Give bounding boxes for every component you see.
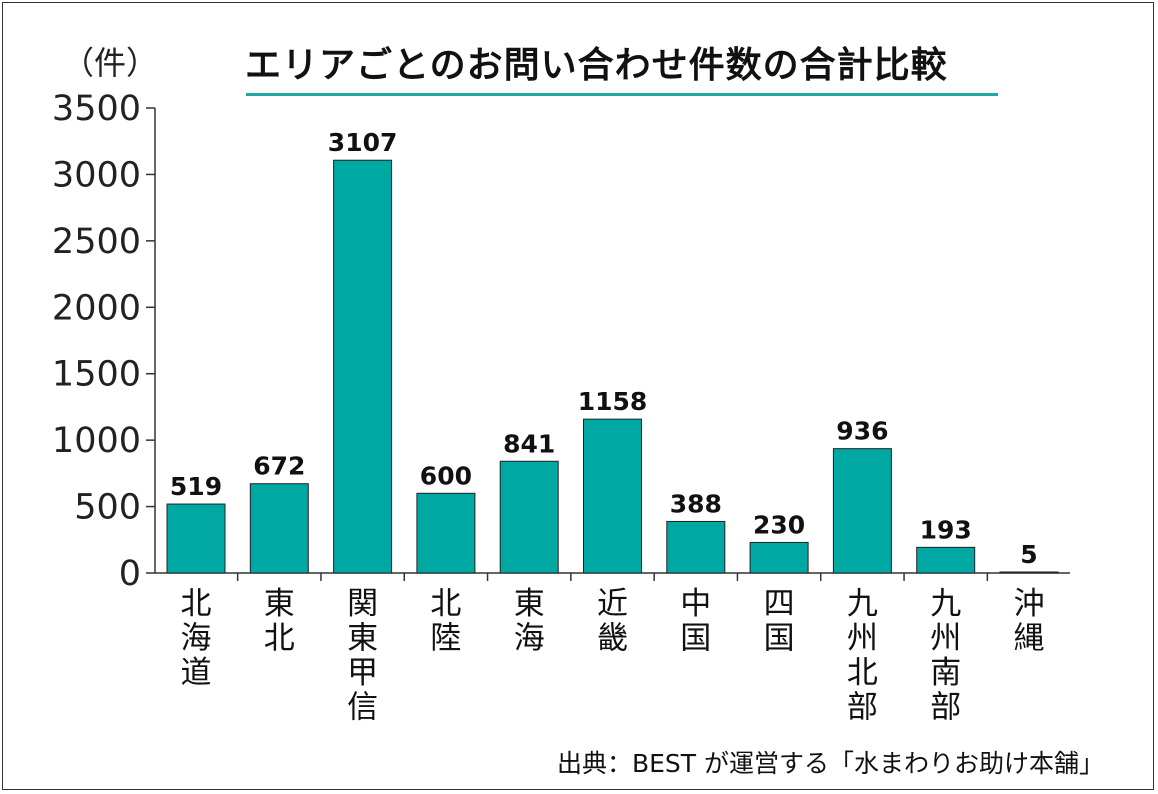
bar [499,460,559,574]
bar [333,159,393,574]
x-tick-label: 四国 [764,586,795,657]
bar [166,503,226,574]
y-tick-label: 3500 [52,89,141,129]
x-tick-label: 中国 [680,586,711,657]
data-label: 1158 [578,387,648,416]
data-label: 3107 [328,128,398,157]
x-tick-label: 九州南部 [930,586,961,726]
bar [999,571,1059,574]
data-label: 230 [753,510,805,539]
y-axis-unit-label: （件） [62,44,159,82]
data-label: 519 [170,472,222,501]
data-label: 388 [670,489,722,518]
title-underline [246,93,998,96]
bar [249,483,309,574]
y-tick-label: 500 [74,488,141,528]
data-label: 841 [503,429,555,458]
bar [583,418,642,574]
data-label: 193 [920,515,972,544]
y-tick-label: 2500 [52,222,141,262]
chart-title: エリアごとのお問い合わせ件数の合計比較 [245,45,948,86]
bar [749,541,809,574]
x-tick-label: 近畿 [597,586,628,657]
y-tick-label: 0 [119,554,141,594]
x-tick-label: 東北 [264,586,295,657]
x-tick-label: 東海 [514,586,545,657]
data-label: 936 [836,417,888,446]
y-tick-label: 3000 [52,155,141,195]
x-tick-label: 北海道 [181,586,212,691]
data-label: 5 [1020,540,1037,569]
y-tick-label: 1000 [52,421,141,461]
data-label: 672 [253,452,305,481]
y-tick-label: 2000 [52,288,141,328]
bar [666,520,726,574]
bar [832,448,892,574]
data-label: 600 [420,461,472,490]
bar [916,546,976,574]
bar [416,492,476,574]
x-tick-label: 九州北部 [847,586,878,726]
x-tick-label: 北陸 [430,586,461,657]
x-tick-label: 沖縄 [1014,586,1045,657]
x-tick-label: 関東甲信 [347,586,378,726]
source-note: 出典：BEST が運営する「水まわりお助け本舗」 [556,749,1104,778]
y-tick-label: 1500 [52,355,141,395]
